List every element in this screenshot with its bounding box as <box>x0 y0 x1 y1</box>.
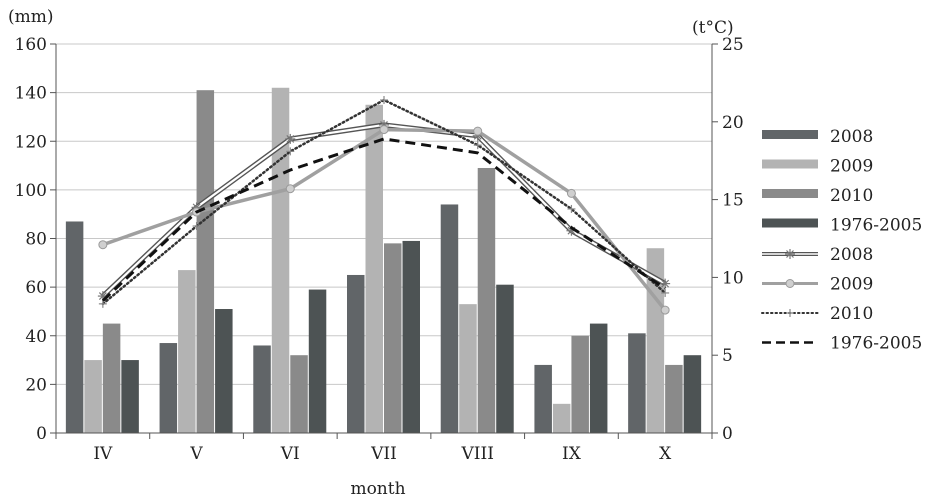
axes <box>50 43 718 439</box>
legend-swatch-line-2010 <box>761 309 819 317</box>
bar-1976-2005-V <box>215 309 233 433</box>
point-2010-X <box>661 288 670 297</box>
bar-2009-IX <box>552 403 571 433</box>
point-2010-IV <box>98 299 107 308</box>
legend-label-line-2009: 2009 <box>830 275 873 295</box>
tick-labels: 0 20 40 60 80 100 120 140 160 0 5 10 15 20 25 IV V VI VII V… <box>15 35 744 464</box>
left-tick-label: 160 <box>15 35 47 55</box>
left-axis-unit: (mm) <box>8 7 54 27</box>
point-2010-V <box>192 222 201 231</box>
bar-2008-X <box>628 333 646 433</box>
right-tick-label: 25 <box>722 35 744 55</box>
bar-1976-2005-IX <box>589 323 608 433</box>
x-tick-label: VII <box>370 444 397 464</box>
point-2009-IX <box>566 188 576 198</box>
left-tick-label: 80 <box>25 230 47 250</box>
x-tick-label: VI <box>280 444 300 464</box>
legend-swatch-bar-1976-2005 <box>762 218 818 228</box>
line-series-group <box>97 96 671 315</box>
bar-2008-IV <box>65 221 84 433</box>
legend-label-bar-2009: 2009 <box>830 157 873 177</box>
bar-2010-VI <box>290 355 308 433</box>
x-tick-label: X <box>659 444 672 464</box>
bar-2008-IX <box>534 364 552 433</box>
bar-1976-2005-VII <box>402 240 420 433</box>
point-2009-IV <box>98 240 108 250</box>
bar-1976-2005-X <box>683 355 702 433</box>
right-tick-label: 10 <box>722 268 744 288</box>
point-2009-X <box>660 305 670 315</box>
bar-2009-VII <box>365 104 383 433</box>
star-stroke <box>286 134 295 143</box>
legend-marker <box>785 249 795 259</box>
left-tick-label: 0 <box>36 424 47 444</box>
right-tick-label: 20 <box>722 113 744 133</box>
left-tick-label: 20 <box>25 375 47 395</box>
point-2010-IX <box>567 204 576 213</box>
bar-2008-VI <box>253 345 271 433</box>
right-tick-label: 5 <box>722 346 733 366</box>
x-tick-label: V <box>189 444 203 464</box>
x-axis-label: month <box>350 479 405 498</box>
star-stroke <box>786 250 794 258</box>
right-tick-label: 15 <box>722 191 744 211</box>
legend-label-bar-1976-2005: 1976-2005 <box>830 216 922 236</box>
bar-2008-VII <box>347 274 365 433</box>
bar-series-group <box>65 87 702 433</box>
point-2010-VIII <box>473 141 482 150</box>
left-tick-label: 140 <box>15 84 47 104</box>
point-2009-VIII <box>473 126 483 136</box>
x-tick-label: IV <box>93 444 113 464</box>
star-stroke <box>661 279 670 288</box>
legend-swatch-bar-2008 <box>762 130 818 139</box>
left-tick-label: 120 <box>15 132 47 152</box>
right-tick-label: 0 <box>722 424 733 444</box>
legend-label-bar-2010: 2010 <box>830 186 873 206</box>
bar-2010-IV <box>102 323 121 433</box>
left-tick-label: 40 <box>25 327 47 347</box>
point-2009-VII <box>379 125 389 135</box>
bar-2010-IX <box>571 335 589 433</box>
legend-label-line-2008: 2008 <box>830 245 873 265</box>
bar-2009-V <box>178 270 196 433</box>
bar-2010-VIII <box>477 167 496 433</box>
left-tick-label: 100 <box>15 181 47 201</box>
legend-label-line-2010: 2010 <box>830 304 873 324</box>
star-stroke <box>98 292 107 300</box>
bar-2009-VI <box>271 87 290 433</box>
point-2009-VI <box>285 184 295 194</box>
legend-swatch-bar-2009 <box>762 159 818 169</box>
legend-swatch-line-2008 <box>762 249 818 259</box>
left-tick-label: 60 <box>25 278 47 298</box>
legend: 2008 2009 2010 1976-2005 2008 2009 2010 1976-20… <box>761 127 922 354</box>
x-tick-label: VIII <box>460 444 493 464</box>
legend-marker <box>785 279 795 288</box>
x-tick-label: IX <box>562 444 582 464</box>
bar-1976-2005-VI <box>308 289 327 433</box>
point-2010-VII <box>380 96 388 105</box>
legend-swatch-line-2009 <box>762 279 818 288</box>
point-2010-VI <box>286 147 295 156</box>
bar-2010-X <box>665 364 683 433</box>
bar-2008-V <box>159 343 178 433</box>
bar-2009-IV <box>84 360 102 433</box>
legend-label-line-1976-2005: 1976-2005 <box>830 334 922 354</box>
legend-swatch-bar-2010 <box>762 189 818 198</box>
bar-1976-2005-IV <box>121 360 139 433</box>
bar-2008-VIII <box>440 204 459 433</box>
point-2008-X <box>660 278 671 289</box>
legend-label-bar-2008: 2008 <box>830 127 873 147</box>
bar-2010-VII <box>384 243 402 433</box>
bar-2009-VIII <box>459 304 477 433</box>
bar-1976-2005-VIII <box>496 284 514 433</box>
right-axis-unit: (t°C) <box>692 18 734 38</box>
bar-2010-V <box>196 90 215 433</box>
point-2008-VI <box>285 133 296 144</box>
legend-marker <box>786 309 794 317</box>
line-1976-2005 <box>101 137 666 302</box>
